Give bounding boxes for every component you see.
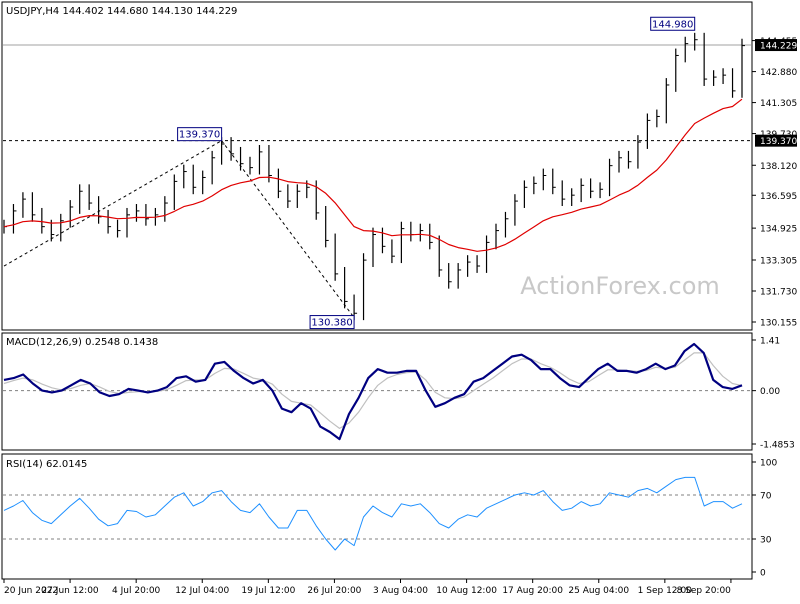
price-axis-tick-label: 130.155	[760, 319, 797, 329]
rsi-axis-tick-label: 100	[760, 459, 777, 469]
rsi-panel-frame	[1, 453, 753, 580]
rsi-axis-tick-label: 70	[760, 492, 772, 502]
rsi-panel-title: RSI(14) 62.0145	[6, 459, 87, 470]
macd-line	[3, 342, 743, 441]
rsi-panel: 100 70 30 0	[3, 459, 777, 579]
price-axis-tick-label: 133.305	[760, 257, 797, 267]
macd-axis-tick-label: -1.4853	[760, 441, 795, 451]
x-tick-label: 19 Jul 12:00	[241, 586, 295, 596]
watermark: ActionForex.com	[520, 272, 720, 300]
x-tick-label: 8 Sep 20:00	[677, 586, 732, 596]
price-tag-text: 144.229	[760, 42, 797, 52]
price-tag-box	[755, 134, 797, 147]
moving-average-line	[3, 98, 743, 252]
price-panel-frame	[1, 1, 753, 331]
macd-panel: 1.41 0.00 -1.4853	[3, 337, 795, 451]
trend-line-down	[221, 140, 355, 318]
swing-label-box	[309, 315, 355, 330]
rsi-axis-tick-label: 0	[760, 569, 766, 579]
rsi-axis-tick-label: 30	[760, 536, 772, 546]
x-tick-label: 26 Jul 20:00	[307, 586, 361, 596]
swing-label-text: 130.380	[311, 318, 352, 329]
x-tick-label: 27 Jun 12:00	[41, 586, 98, 596]
price-panel: 144.980139.370130.380144.455142.880141.3…	[3, 16, 797, 330]
swing-label-text: 144.980	[652, 19, 693, 30]
swing-label-box	[177, 127, 223, 142]
x-tick-label: 25 Aug 04:00	[568, 586, 629, 596]
macd-axis-tick-label: 0.00	[760, 387, 780, 397]
price-tag-box	[755, 39, 797, 52]
macd-signal-line	[3, 352, 743, 429]
swing-label-text: 139.370	[179, 130, 220, 141]
price-tag-text: 139.370	[760, 137, 797, 147]
x-tick-label: 12 Jul 04:00	[175, 586, 229, 596]
price-axis-tick-label: 131.730	[760, 288, 797, 298]
macd-panel-frame	[1, 332, 753, 451]
x-tick-label: 3 Aug 04:00	[373, 586, 428, 596]
macd-panel-title: MACD(12,26,9) 0.2548 0.1438	[6, 337, 158, 348]
rsi-line	[3, 476, 743, 551]
swing-label-box	[650, 16, 696, 31]
x-tick-label: 10 Aug 12:00	[436, 586, 497, 596]
price-axis-tick-label: 134.925	[760, 225, 797, 235]
price-axis-tick-label: 142.880	[760, 68, 797, 78]
price-axis-tick-label: 138.120	[760, 162, 797, 172]
price-axis-tick-label: 141.305	[760, 99, 797, 109]
price-panel-title: USDJPY,H4 144.402 144.680 144.130 144.22…	[6, 6, 237, 17]
x-tick-label: 4 Jul 20:00	[112, 586, 161, 596]
x-tick-label: 17 Aug 20:00	[502, 586, 563, 596]
x-tick-label: 20 Jun 2022	[4, 586, 58, 596]
x-tick-label: 1 Sep 12:00	[638, 586, 693, 596]
macd-axis-tick-label: 1.41	[760, 337, 780, 347]
price-axis-tick-label: 136.595	[760, 192, 797, 202]
trend-line-up	[3, 140, 222, 267]
